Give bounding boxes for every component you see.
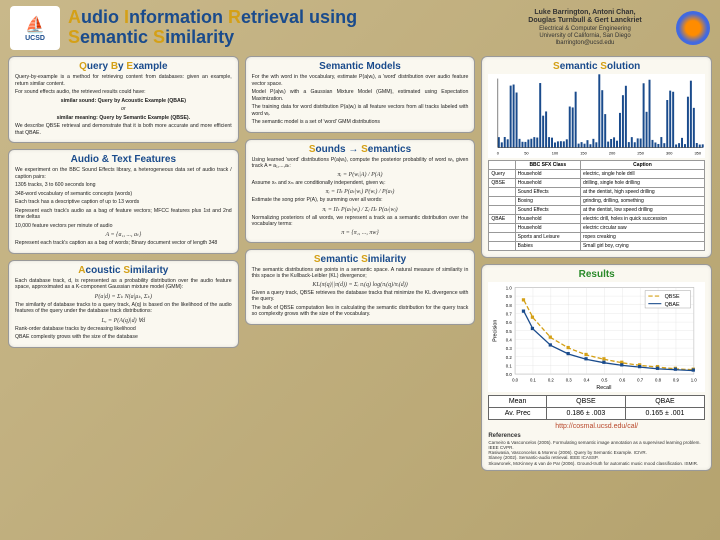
results-box: Results 0.00.00.10.10.20.20.30.30.40.40.… bbox=[481, 264, 712, 471]
project-link[interactable]: http://cosmal.ucsd.edu/cal/ bbox=[488, 423, 705, 430]
svg-text:350: 350 bbox=[695, 150, 702, 155]
svg-text:0.2: 0.2 bbox=[506, 355, 513, 360]
svg-text:0: 0 bbox=[497, 150, 500, 155]
header: ⛵UCSD Audio Information Retrieval using … bbox=[0, 0, 720, 56]
svg-text:0.4: 0.4 bbox=[584, 378, 591, 383]
svg-text:150: 150 bbox=[581, 150, 588, 155]
svg-text:0.7: 0.7 bbox=[506, 312, 513, 317]
acoustic-sim-box: Acoustic Similarity Each database track,… bbox=[8, 260, 239, 348]
svg-text:0.6: 0.6 bbox=[620, 378, 627, 383]
audio-text-box: Audio & Text Features We experiment on t… bbox=[8, 149, 239, 254]
spectrum-chart: 0 50 100 150 200 250 300 350 bbox=[488, 74, 705, 158]
svg-text:Precision: Precision bbox=[493, 320, 499, 342]
svg-text:0.9: 0.9 bbox=[673, 378, 680, 383]
svg-text:QBSE: QBSE bbox=[665, 294, 680, 300]
corner-logo bbox=[676, 11, 710, 45]
svg-text:Recall: Recall bbox=[597, 385, 612, 390]
svg-text:0.0: 0.0 bbox=[506, 372, 513, 377]
svg-text:0.1: 0.1 bbox=[530, 378, 537, 383]
svg-text:0.4: 0.4 bbox=[506, 338, 513, 343]
caption-table: BBC SFX ClassCaptionQueryHouseholdelectr… bbox=[488, 160, 705, 251]
svg-text:0.6: 0.6 bbox=[506, 320, 513, 325]
svg-text:1.0: 1.0 bbox=[691, 378, 698, 383]
svg-text:100: 100 bbox=[552, 150, 559, 155]
svg-text:0.8: 0.8 bbox=[655, 378, 662, 383]
svg-text:0.2: 0.2 bbox=[548, 378, 555, 383]
precision-recall-chart: 0.00.0 0.1 0.1 0.2 0.2 0.3 0.3 0.4 0.4 0.5 0.5 0.6 0… bbox=[488, 282, 705, 392]
svg-text:0.5: 0.5 bbox=[602, 378, 609, 383]
mean-table: MeanQBSEQBAE Av. Prec0.186 ± .0030.165 ±… bbox=[488, 395, 705, 420]
svg-text:50: 50 bbox=[525, 150, 530, 155]
references: ReferencesCarneiro & Vasconcelos (2005).… bbox=[488, 433, 705, 466]
svg-text:0.1: 0.1 bbox=[506, 364, 513, 369]
svg-text:0.5: 0.5 bbox=[506, 329, 513, 334]
authors: Luke Barrington, Antoni Chan,Douglas Tur… bbox=[500, 9, 670, 47]
svg-text:0.3: 0.3 bbox=[506, 346, 513, 351]
svg-text:200: 200 bbox=[609, 150, 616, 155]
svg-text:0.3: 0.3 bbox=[566, 378, 573, 383]
svg-text:0.7: 0.7 bbox=[638, 378, 645, 383]
semantic-sim-box: Semantic Similarity The semantic distrib… bbox=[245, 249, 476, 325]
qbe-box: Query By Example Query-by-example is a m… bbox=[8, 56, 239, 143]
semantic-models-box: Semantic Models For the wth word in the … bbox=[245, 56, 476, 133]
svg-text:0.9: 0.9 bbox=[506, 294, 513, 299]
svg-text:1.0: 1.0 bbox=[506, 286, 513, 291]
svg-text:QBAE: QBAE bbox=[665, 302, 680, 308]
ucsd-logo: ⛵UCSD bbox=[10, 6, 60, 50]
svg-text:0.0: 0.0 bbox=[512, 378, 519, 383]
svg-text:250: 250 bbox=[638, 150, 645, 155]
svg-text:0.8: 0.8 bbox=[506, 303, 513, 308]
svg-text:300: 300 bbox=[666, 150, 673, 155]
solution-box: Semantic Solution 050100150200250300350 … bbox=[481, 56, 712, 258]
sounds-semantics-box: Sounds → Semantics Using learned 'word' … bbox=[245, 139, 476, 243]
poster-title: Audio Information Retrieval using Semant… bbox=[68, 8, 500, 48]
